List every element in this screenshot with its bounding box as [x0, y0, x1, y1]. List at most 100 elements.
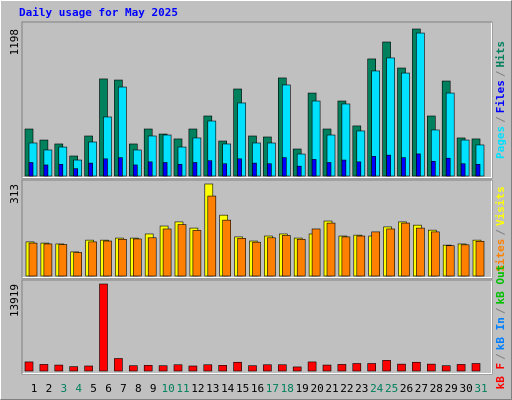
bar	[397, 363, 406, 372]
bar	[371, 156, 377, 177]
x-tick-label: 23	[355, 382, 368, 395]
bar	[162, 228, 172, 277]
bar	[103, 240, 112, 277]
x-tick-label: 13	[206, 382, 219, 395]
bar	[28, 162, 34, 177]
bar	[292, 366, 302, 372]
x-tick-label: 31	[474, 382, 487, 395]
bar	[252, 162, 257, 177]
legend-separator: /	[494, 229, 507, 236]
x-tick-label: 26	[400, 382, 413, 395]
legend-separator: /	[494, 70, 507, 77]
bar	[416, 227, 425, 277]
bar	[296, 238, 306, 277]
bar	[114, 358, 123, 372]
bar	[475, 164, 481, 177]
bar	[143, 365, 153, 372]
bar	[162, 162, 168, 177]
x-tick-label: 20	[310, 382, 323, 395]
bar	[192, 230, 202, 277]
bar	[133, 164, 138, 177]
bar	[88, 241, 97, 277]
bar	[84, 365, 93, 372]
bar	[401, 157, 406, 177]
bar	[73, 252, 82, 277]
panel-edge	[22, 180, 492, 278]
bar	[43, 243, 53, 277]
y-tick-label: 13919	[8, 284, 21, 317]
bar	[58, 244, 68, 277]
bar	[356, 235, 366, 277]
legend-entry: kB In	[494, 317, 507, 350]
bar	[222, 163, 227, 177]
bar	[263, 364, 272, 372]
bar	[39, 364, 49, 372]
x-tick-label: 9	[150, 382, 157, 395]
x-tick-label: 18	[281, 382, 294, 395]
bar	[326, 222, 336, 277]
legend-entry: kB F	[494, 363, 507, 390]
bar	[147, 161, 153, 177]
bar	[73, 168, 78, 177]
bar	[445, 157, 451, 177]
bar	[43, 164, 49, 177]
x-tick-label: 7	[120, 382, 127, 395]
bar	[267, 163, 272, 177]
bar	[281, 157, 287, 177]
bar	[147, 237, 157, 277]
legend: Sites / Visits	[494, 186, 507, 272]
bar	[103, 158, 108, 177]
x-tick-label: 5	[90, 382, 97, 395]
x-tick-label: 6	[105, 382, 112, 395]
bar	[386, 228, 395, 277]
bar	[88, 162, 93, 177]
bar	[173, 364, 183, 372]
bar	[54, 364, 64, 372]
legend-entry: Files	[494, 80, 507, 113]
bar	[277, 364, 287, 372]
bar	[311, 159, 317, 177]
x-tick-label: 29	[445, 382, 458, 395]
bar	[416, 153, 421, 177]
bar	[218, 365, 227, 372]
bar	[367, 363, 377, 372]
bar	[445, 245, 455, 277]
bar	[296, 165, 302, 177]
bar	[203, 364, 213, 372]
x-tick-label: 15	[236, 382, 249, 395]
x-tick-label: 24	[370, 382, 384, 395]
bar	[99, 283, 108, 372]
bar	[267, 237, 276, 277]
x-tick-label: 4	[75, 382, 82, 395]
legend-separator: /	[494, 116, 507, 123]
bar	[129, 365, 138, 372]
legend: kB F / kB In / kB Out	[494, 265, 507, 390]
x-tick-label: 10	[161, 382, 174, 395]
legend-entry: kB Out	[494, 265, 507, 305]
bar	[118, 238, 127, 277]
bar	[460, 244, 470, 277]
panel-edge	[22, 280, 492, 374]
bar	[456, 364, 466, 372]
bar	[248, 365, 257, 372]
bar	[177, 224, 187, 277]
bar	[430, 160, 436, 177]
bar	[341, 236, 351, 277]
bar	[326, 162, 332, 177]
bar	[426, 363, 436, 372]
x-tick-label: 12	[191, 382, 204, 395]
bar	[133, 238, 142, 277]
bar	[118, 157, 123, 177]
bar	[158, 365, 168, 372]
bar	[233, 361, 242, 372]
x-tick-label: 1	[31, 382, 38, 395]
bar	[69, 366, 78, 372]
legend-entry: Visits	[494, 186, 507, 226]
bar	[356, 161, 362, 177]
x-tick-label: 25	[385, 382, 398, 395]
bar	[401, 222, 410, 277]
bar	[475, 241, 485, 277]
legend: Pages / Files / Hits	[494, 41, 507, 159]
